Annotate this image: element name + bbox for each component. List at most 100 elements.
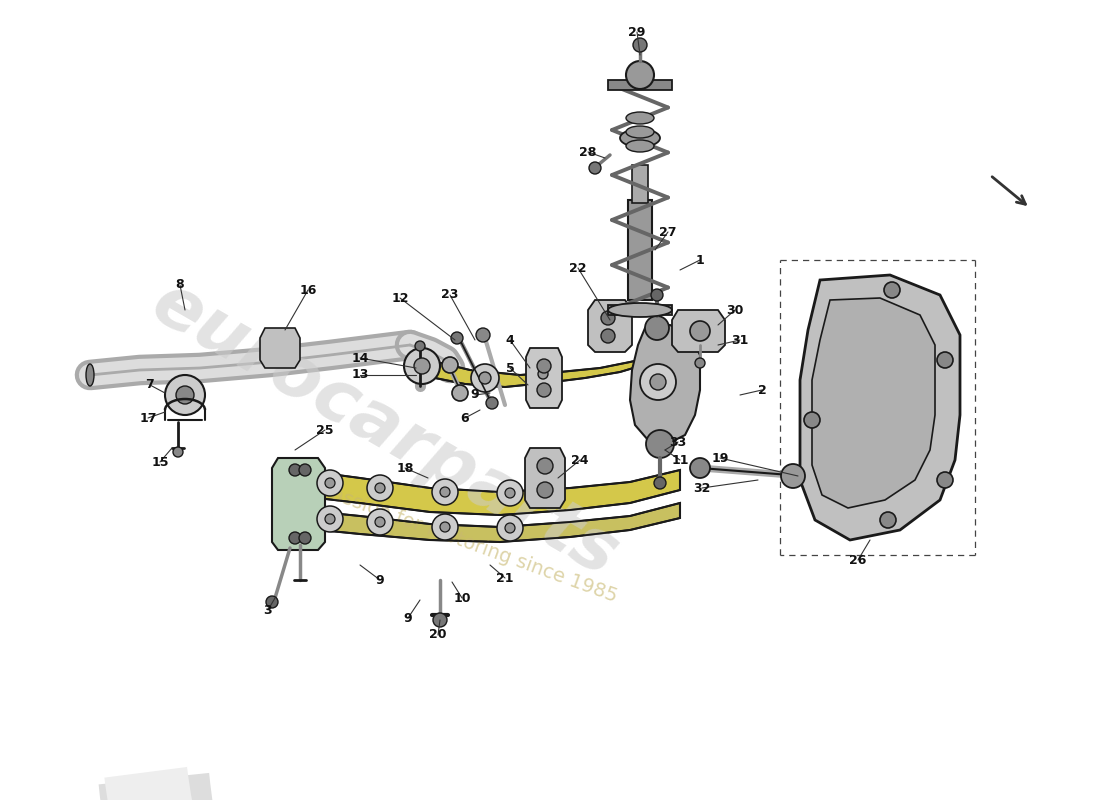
Circle shape <box>497 515 522 541</box>
Circle shape <box>317 506 343 532</box>
Circle shape <box>690 321 710 341</box>
Text: 9: 9 <box>471 389 480 402</box>
Bar <box>628 200 652 300</box>
Text: 24: 24 <box>571 454 588 466</box>
Circle shape <box>640 364 676 400</box>
Circle shape <box>367 475 393 501</box>
Text: 29: 29 <box>628 26 646 38</box>
Polygon shape <box>588 300 632 352</box>
Circle shape <box>375 483 385 493</box>
Text: 16: 16 <box>299 283 317 297</box>
Circle shape <box>695 358 705 368</box>
Circle shape <box>537 482 553 498</box>
Circle shape <box>884 282 900 298</box>
Text: 26: 26 <box>849 554 867 566</box>
Circle shape <box>317 470 343 496</box>
Polygon shape <box>526 348 562 408</box>
Circle shape <box>415 341 425 351</box>
Circle shape <box>176 386 194 404</box>
Text: 19: 19 <box>712 451 728 465</box>
Text: 5: 5 <box>506 362 515 374</box>
Text: 23: 23 <box>441 289 459 302</box>
Text: 28: 28 <box>580 146 596 158</box>
Text: 21: 21 <box>496 571 514 585</box>
Circle shape <box>538 369 548 379</box>
Text: 8: 8 <box>176 278 185 291</box>
Text: 30: 30 <box>726 303 744 317</box>
Text: 3: 3 <box>264 603 273 617</box>
Text: 15: 15 <box>152 455 168 469</box>
Circle shape <box>173 447 183 457</box>
Text: 7: 7 <box>145 378 154 391</box>
Text: eurocarparts: eurocarparts <box>140 269 630 591</box>
Circle shape <box>440 487 450 497</box>
Polygon shape <box>420 355 660 387</box>
Circle shape <box>476 328 490 342</box>
Text: 9: 9 <box>376 574 384 586</box>
Ellipse shape <box>626 140 654 152</box>
Circle shape <box>324 514 336 524</box>
Text: 22: 22 <box>570 262 586 274</box>
Text: 27: 27 <box>659 226 676 238</box>
Text: 14: 14 <box>351 351 369 365</box>
Ellipse shape <box>626 112 654 124</box>
Circle shape <box>650 374 666 390</box>
Circle shape <box>324 478 336 488</box>
Text: 20: 20 <box>429 629 447 642</box>
Circle shape <box>165 375 205 415</box>
Polygon shape <box>300 470 680 515</box>
Ellipse shape <box>86 364 94 386</box>
Circle shape <box>452 385 468 401</box>
Bar <box>632 165 648 203</box>
Circle shape <box>690 458 710 478</box>
Circle shape <box>497 480 522 506</box>
Circle shape <box>289 532 301 544</box>
Circle shape <box>531 362 556 386</box>
Circle shape <box>442 357 458 373</box>
Text: 2: 2 <box>758 383 767 397</box>
Text: 13: 13 <box>351 369 369 382</box>
Circle shape <box>937 352 953 368</box>
Polygon shape <box>672 310 725 352</box>
Circle shape <box>601 311 615 325</box>
Ellipse shape <box>620 129 660 147</box>
Bar <box>608 80 672 90</box>
Text: 1: 1 <box>695 254 704 266</box>
Polygon shape <box>800 275 960 540</box>
Circle shape <box>414 358 430 374</box>
Circle shape <box>433 613 447 627</box>
Text: 11: 11 <box>671 454 689 466</box>
Text: 32: 32 <box>693 482 711 494</box>
Ellipse shape <box>626 126 654 138</box>
Circle shape <box>289 464 301 476</box>
Text: 18: 18 <box>396 462 414 474</box>
Circle shape <box>537 383 551 397</box>
Polygon shape <box>260 328 300 368</box>
Text: 12: 12 <box>392 291 409 305</box>
Circle shape <box>299 464 311 476</box>
Polygon shape <box>525 448 565 508</box>
Circle shape <box>486 397 498 409</box>
Circle shape <box>266 596 278 608</box>
Text: 9: 9 <box>404 611 412 625</box>
Circle shape <box>451 332 463 344</box>
Bar <box>608 305 672 315</box>
Text: 6: 6 <box>461 411 470 425</box>
Circle shape <box>478 372 491 384</box>
Polygon shape <box>300 503 680 542</box>
Circle shape <box>626 61 654 89</box>
Circle shape <box>505 523 515 533</box>
Circle shape <box>654 477 666 489</box>
Text: a passion for motoring since 1985: a passion for motoring since 1985 <box>300 474 620 606</box>
Circle shape <box>432 479 458 505</box>
Circle shape <box>440 522 450 532</box>
Circle shape <box>880 512 896 528</box>
Circle shape <box>432 514 458 540</box>
Text: 33: 33 <box>670 435 686 449</box>
Polygon shape <box>630 325 700 445</box>
Circle shape <box>375 517 385 527</box>
Circle shape <box>804 412 820 428</box>
Circle shape <box>404 348 440 384</box>
Circle shape <box>588 162 601 174</box>
Circle shape <box>937 472 953 488</box>
